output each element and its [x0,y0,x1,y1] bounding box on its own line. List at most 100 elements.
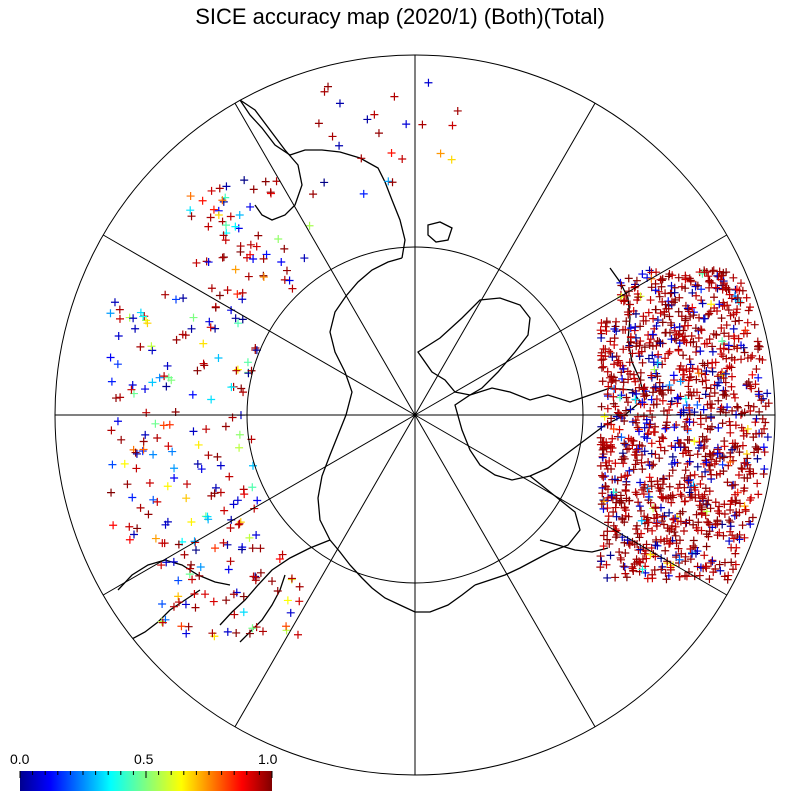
accuracy-marker [735,448,744,457]
accuracy-marker [609,424,618,433]
accuracy-marker [658,318,667,327]
accuracy-marker [652,395,661,404]
accuracy-marker [599,344,608,353]
accuracy-marker [674,346,683,355]
accuracy-marker [735,316,744,325]
accuracy-marker [665,381,674,390]
accuracy-marker [163,361,172,370]
accuracy-marker [742,293,751,302]
accuracy-marker [675,572,684,581]
accuracy-marker [648,388,657,397]
accuracy-marker [698,472,707,481]
accuracy-marker [729,273,738,282]
accuracy-marker [715,502,724,511]
accuracy-marker [739,486,748,495]
accuracy-marker [174,540,183,549]
accuracy-marker [675,322,684,331]
accuracy-marker [728,406,737,415]
accuracy-marker [597,422,606,431]
accuracy-marker [625,358,634,367]
accuracy-marker [661,546,670,555]
accuracy-marker [161,520,170,529]
accuracy-marker [128,493,137,502]
accuracy-marker [218,196,227,205]
accuracy-marker [599,473,608,482]
accuracy-marker [667,281,676,290]
graticule [54,54,776,776]
accuracy-marker [663,524,672,533]
accuracy-marker [717,350,726,359]
accuracy-marker [607,414,616,423]
accuracy-marker [716,344,725,353]
accuracy-marker [645,266,654,275]
accuracy-marker [705,487,714,496]
accuracy-marker [724,571,733,580]
accuracy-marker [161,290,170,299]
accuracy-marker [139,437,148,446]
accuracy-marker [235,443,244,452]
accuracy-marker [252,623,261,632]
accuracy-marker [727,363,736,372]
accuracy-marker [148,346,157,355]
accuracy-marker [695,313,704,322]
accuracy-marker [629,566,638,575]
accuracy-marker [621,506,630,515]
accuracy-marker [231,314,240,323]
accuracy-marker [754,490,763,499]
accuracy-marker [670,326,679,335]
accuracy-marker [596,552,605,561]
accuracy-marker [630,560,639,569]
accuracy-marker [703,339,712,348]
accuracy-marker [758,414,767,423]
accuracy-marker [731,498,740,507]
accuracy-marker [141,430,150,439]
accuracy-marker [667,441,676,450]
accuracy-marker [599,531,608,540]
accuracy-marker [705,392,714,401]
accuracy-marker [305,221,314,230]
accuracy-marker [750,320,759,329]
accuracy-marker [648,330,657,339]
accuracy-marker [709,266,718,275]
accuracy-marker [727,497,736,506]
accuracy-marker [229,590,238,599]
accuracy-marker [647,439,656,448]
meridian-line [102,414,416,596]
accuracy-marker [211,303,220,312]
accuracy-marker [675,364,684,373]
accuracy-marker [645,473,654,482]
accuracy-marker [603,527,612,536]
accuracy-marker [715,300,724,309]
accuracy-marker [646,296,655,305]
accuracy-marker [653,316,662,325]
accuracy-marker [233,365,242,374]
accuracy-marker [691,324,700,333]
accuracy-marker [177,622,186,631]
accuracy-marker [632,445,641,454]
accuracy-marker [760,448,769,457]
accuracy-marker [746,496,755,505]
accuracy-marker [240,176,249,185]
accuracy-marker [686,471,695,480]
accuracy-marker [701,376,710,385]
accuracy-marker [599,504,608,513]
accuracy-marker [751,418,760,427]
accuracy-marker [219,231,228,240]
accuracy-marker [653,541,662,550]
accuracy-marker [677,492,686,501]
accuracy-marker [652,522,661,531]
accuracy-marker [147,342,156,351]
coastline-alaska [329,539,476,613]
accuracy-marker [652,341,661,350]
accuracy-marker [682,572,691,581]
accuracy-marker [673,484,682,493]
accuracy-marker [690,470,699,479]
accuracy-marker [712,470,721,479]
accuracy-marker [702,414,711,423]
accuracy-marker [597,363,606,372]
accuracy-marker [711,498,720,507]
accuracy-marker [670,423,679,432]
accuracy-marker [665,539,674,548]
accuracy-marker [693,462,702,471]
accuracy-marker [418,120,427,129]
